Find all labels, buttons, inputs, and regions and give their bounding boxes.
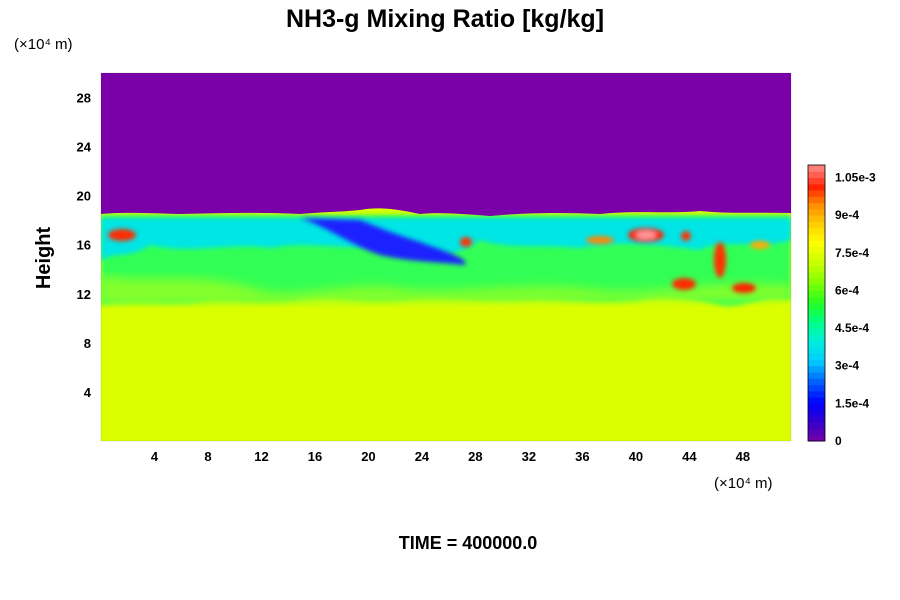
- colorbar-segment: [808, 259, 825, 266]
- colorbar-segment: [808, 303, 825, 310]
- x-tick-label: 4: [151, 449, 159, 464]
- x-tick-label: 40: [629, 449, 643, 464]
- colorbar-segment: [808, 409, 825, 417]
- x-tick-label: 44: [682, 449, 697, 464]
- heatmap-field: [101, 73, 791, 441]
- colorbar-segment: [808, 234, 825, 241]
- colorbar-segment: [808, 277, 825, 285]
- colorbar-segment: [808, 415, 825, 423]
- y-tick-label: 8: [84, 336, 91, 351]
- colorbar-segment: [808, 284, 825, 291]
- colorbar-segment: [808, 340, 825, 348]
- x-tick-label: 36: [575, 449, 589, 464]
- field-upper-region: [101, 73, 791, 216]
- x-tick-labels: 4 8 12 16 20 24 28 32 36 40 44 48: [151, 449, 750, 464]
- colorbar-tick-label: 1.05e-3: [835, 171, 876, 185]
- colorbar-segment: [808, 315, 825, 323]
- colorbar-segment: [808, 321, 825, 329]
- colorbar-segment: [808, 227, 825, 235]
- x-tick-label: 16: [308, 449, 322, 464]
- colorbar-segment: [808, 190, 825, 197]
- x-tick-label: 20: [361, 449, 375, 464]
- y-tick-label: 28: [77, 91, 91, 106]
- colorbar-segment: [808, 334, 825, 342]
- colorbar-segment: [808, 390, 825, 398]
- colorbar-segment: [808, 183, 825, 191]
- field-cyan-band: [101, 218, 791, 262]
- x-tick-label: 12: [254, 449, 268, 464]
- colorbar-segment: [808, 403, 825, 411]
- colorbar-segment: [808, 265, 825, 273]
- y-unit-label: (×10⁴ m): [14, 36, 73, 53]
- colorbar-tick-label: 9e-4: [835, 208, 859, 222]
- colorbar-segment: [808, 165, 825, 172]
- x-unit-label: (×10⁴ m): [714, 475, 773, 492]
- colorbar-segment: [808, 434, 825, 442]
- colorbar-tick-label: 7.5e-4: [835, 246, 869, 260]
- y-tick-label: 4: [84, 385, 92, 400]
- colorbar-tick-label: 1.5e-4: [835, 396, 869, 410]
- time-label: TIME = 400000.0: [399, 533, 538, 553]
- colorbar-segment: [808, 365, 825, 373]
- colorbar-tick-labels: 0 1.5e-4 3e-4 4.5e-4 6e-4 7.5e-4 9e-4 1.05e-3: [835, 171, 876, 448]
- colorbar-segment: [808, 196, 825, 204]
- colorbar-segment: [808, 215, 825, 222]
- colorbar-segment: [808, 296, 825, 304]
- y-tick-label: 16: [77, 238, 91, 253]
- y-axis-label: Height: [33, 227, 55, 290]
- colorbar-segment: [808, 372, 825, 379]
- colorbar-segment: [808, 378, 825, 386]
- field-high-patches: [108, 228, 770, 293]
- colorbar-segment: [808, 397, 825, 404]
- colorbar-segment: [808, 328, 825, 335]
- colorbar-segment: [808, 290, 825, 298]
- colorbar-segment: [808, 246, 825, 254]
- y-tick-labels: 4 8 12 16 20 24 28: [77, 91, 92, 400]
- colorbar-tick-label: 6e-4: [835, 283, 859, 297]
- colorbar-segment: [808, 171, 825, 179]
- colorbar-tick-label: 3e-4: [835, 359, 859, 373]
- colorbar-segment: [808, 177, 825, 185]
- field-blue-dip: [300, 218, 466, 265]
- colorbar-segment: [808, 422, 825, 429]
- colorbar-segment: [808, 359, 825, 367]
- colorbar-segment: [808, 271, 825, 279]
- colorbar-segment: [808, 252, 825, 260]
- plot-frame: [100, 72, 792, 442]
- colorbar-tick-label: 4.5e-4: [835, 321, 869, 335]
- colorbar-segment: [808, 202, 825, 210]
- field-mixing-light: [101, 275, 791, 305]
- colorbar-segment: [808, 346, 825, 354]
- colorbar-segment: [808, 208, 825, 216]
- colorbar-segment: [808, 221, 825, 229]
- y-tick-label: 24: [77, 140, 92, 155]
- colorbar-segment: [808, 384, 825, 392]
- y-tick-label: 20: [77, 189, 91, 204]
- colorbar-segment: [808, 428, 825, 436]
- colorbar-segment: [808, 309, 825, 317]
- x-tick-label: 28: [468, 449, 482, 464]
- x-tick-label: 32: [522, 449, 536, 464]
- y-tick-label: 12: [77, 287, 91, 302]
- x-tick-label: 48: [736, 449, 750, 464]
- colorbar-tick-label: 0: [835, 434, 842, 448]
- colorbar-segment: [808, 353, 825, 360]
- colorbar: [807, 164, 826, 442]
- x-tick-label: 24: [415, 449, 430, 464]
- colorbar-frame: [807, 164, 826, 442]
- colorbar-segment: [808, 240, 825, 248]
- chart-title: NH3-g Mixing Ratio [kg/kg]: [286, 5, 604, 33]
- x-tick-label: 8: [204, 449, 211, 464]
